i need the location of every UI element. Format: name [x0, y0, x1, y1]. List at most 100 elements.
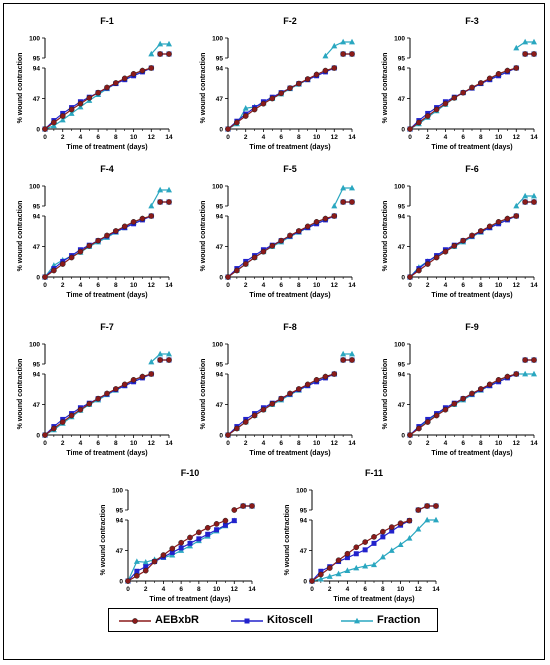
data-point-kitoscell [344, 555, 350, 561]
x-tick-label: 8 [479, 440, 483, 447]
data-point-aebxbr [251, 412, 258, 419]
data-point-fraction [353, 564, 360, 571]
data-point-kitoscell [205, 531, 211, 537]
data-point-aebxbr [331, 213, 338, 219]
data-point-fraction [166, 350, 172, 357]
data-point-aebxbr [380, 528, 386, 535]
series-kitoscell [407, 199, 537, 280]
x-axis-label: Time of treatment (days) [66, 450, 147, 457]
y-tick-label: 100 [29, 184, 40, 191]
y-tick-label: 95 [33, 204, 41, 211]
data-point-fraction [522, 370, 529, 377]
series-aebxbr [125, 503, 255, 584]
x-axis-label: Time of treatment (days) [66, 292, 147, 299]
data-point-kitoscell [380, 534, 386, 540]
data-point-aebxbr [121, 223, 128, 230]
y-tick-label: 47 [33, 402, 41, 409]
data-point-fraction [317, 575, 324, 582]
x-tick-label: 8 [114, 440, 118, 447]
data-point-aebxbr [442, 100, 449, 107]
data-point-aebxbr [59, 261, 66, 267]
data-point-fraction [379, 553, 386, 560]
x-tick-label: 4 [162, 586, 166, 593]
data-point-aebxbr [340, 51, 346, 57]
data-point-aebxbr [130, 218, 137, 225]
x-tick-label: 6 [96, 134, 100, 141]
x-tick-label: 14 [348, 134, 356, 141]
data-point-aebxbr [371, 534, 377, 540]
data-point-aebxbr [42, 126, 48, 132]
data-point-aebxbr [166, 199, 172, 205]
y-tick-label: 94 [216, 66, 224, 73]
data-point-aebxbr [139, 215, 146, 222]
data-point-aebxbr [349, 199, 355, 205]
data-point-aebxbr [278, 237, 284, 244]
x-axis-label: Time of treatment (days) [149, 596, 230, 603]
data-point-kitoscell [371, 540, 377, 546]
x-axis-label: Time of treatment (days) [333, 596, 414, 603]
y-axis-label: % wound contraction [382, 201, 389, 272]
data-point-aebxbr [522, 357, 528, 363]
x-tick-label: 6 [279, 282, 283, 289]
data-point-kitoscell [187, 540, 193, 546]
data-point-aebxbr [407, 126, 413, 132]
data-point-fraction [157, 350, 164, 357]
y-tick-label: 0 [36, 127, 40, 134]
data-point-aebxbr [349, 357, 355, 363]
legend-marker-fraction [341, 617, 373, 624]
x-axis-label: Time of treatment (days) [249, 450, 330, 457]
x-tick-label: 10 [397, 586, 405, 593]
data-point-fraction [388, 547, 395, 553]
data-point-aebxbr [486, 223, 493, 230]
y-tick-label: 94 [398, 214, 406, 221]
y-tick-label: 94 [116, 518, 124, 525]
data-point-aebxbr [204, 524, 211, 531]
x-tick-label: 10 [130, 440, 138, 447]
x-tick-label: 14 [348, 440, 356, 447]
panel-f-1: F-1 0 47 94 95 100 0 2 4 6 8 10 12 14 Time of treatmen… [17, 16, 173, 151]
x-tick-label: 4 [444, 440, 448, 447]
x-tick-label: 2 [328, 586, 332, 593]
data-point-aebxbr [313, 71, 320, 78]
data-point-aebxbr [113, 80, 119, 86]
y-tick-label: 100 [29, 36, 40, 43]
data-point-aebxbr [166, 357, 172, 363]
data-point-aebxbr [287, 85, 293, 91]
x-tick-label: 8 [197, 586, 201, 593]
data-point-aebxbr [104, 84, 110, 91]
x-tick-label: 10 [313, 134, 321, 141]
data-point-aebxbr [416, 267, 422, 274]
data-point-aebxbr [148, 213, 155, 219]
data-point-fraction [344, 567, 351, 574]
x-tick-label: 14 [165, 134, 173, 141]
data-point-fraction [424, 516, 431, 523]
y-tick-label: 95 [398, 56, 406, 63]
data-point-aebxbr [442, 406, 449, 413]
y-tick-label: 47 [216, 402, 224, 409]
x-tick-label: 4 [79, 440, 83, 447]
y-tick-label: 100 [394, 36, 405, 43]
data-point-aebxbr [331, 65, 338, 71]
y-tick-label: 0 [36, 275, 40, 282]
data-point-fraction [406, 534, 413, 541]
data-point-aebxbr [77, 406, 84, 413]
y-tick-label: 94 [216, 214, 224, 221]
x-tick-label: 10 [495, 134, 503, 141]
series-kitoscell [225, 51, 355, 132]
data-point-fraction [349, 184, 355, 191]
data-point-aebxbr [42, 274, 48, 280]
data-point-fraction [513, 44, 520, 51]
data-point-aebxbr [406, 517, 413, 524]
data-point-aebxbr [142, 567, 149, 574]
x-tick-label: 0 [226, 134, 230, 141]
y-axis-label: % wound contraction [200, 53, 207, 124]
data-point-fraction [166, 40, 172, 47]
y-tick-label: 95 [216, 362, 224, 369]
data-point-aebxbr [451, 243, 458, 249]
y-tick-label: 47 [398, 244, 406, 251]
y-tick-label: 0 [401, 275, 405, 282]
y-tick-label: 47 [33, 96, 41, 103]
data-point-fraction [68, 110, 75, 116]
data-point-aebxbr [433, 106, 440, 113]
y-tick-label: 0 [119, 579, 123, 586]
